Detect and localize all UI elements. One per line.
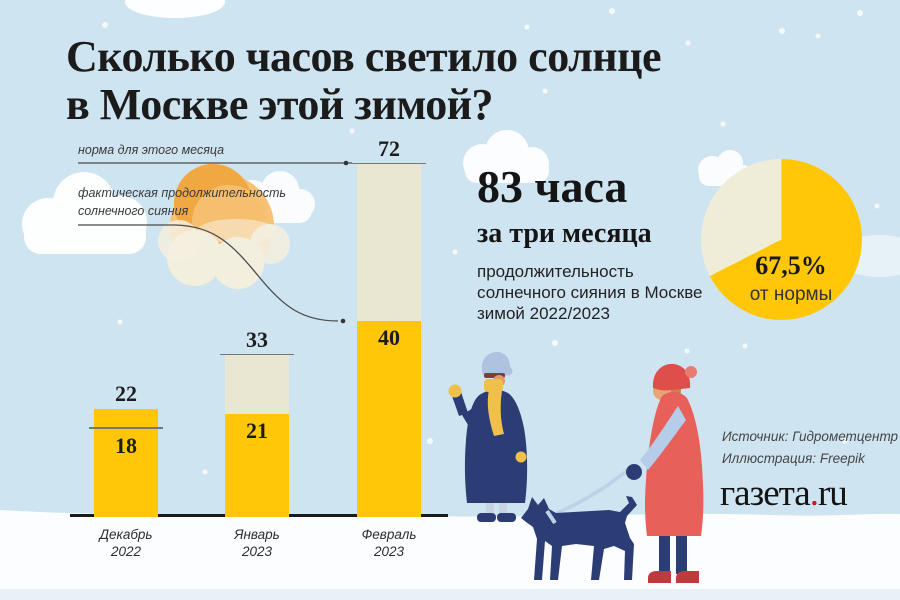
gazeta-ru-logo: газета.ru — [720, 472, 848, 515]
bar-value-label-top: 72 — [378, 136, 400, 162]
summary-stat-block: 83 часа за три месяца продолжительность … — [477, 164, 702, 324]
bar-actual-segment — [94, 409, 158, 517]
stat-description: продолжительность солнечного сияния в Мо… — [477, 261, 702, 324]
x-axis-label-year: 2023 — [241, 544, 273, 559]
pie-caption: от нормы — [749, 284, 833, 305]
x-axis-label-year: 2023 — [373, 544, 405, 559]
pie-percent-value: 67,5% — [755, 251, 827, 280]
page-title-line2: в Москве этой зимой? — [66, 80, 494, 129]
total-hours-headline: 83 часа — [477, 161, 628, 212]
legend-actual-label-line1: фактическая продолжительность — [78, 186, 286, 200]
bar-value-label-inner: 21 — [246, 418, 268, 444]
legend-actual-label-line2: солнечного сияния — [78, 204, 189, 218]
legend-norm-label: норма для этого месяца — [78, 143, 225, 157]
stat-description-line2: солнечного сияния в Москве — [477, 283, 703, 302]
bar-value-label-inner: 18 — [115, 432, 137, 458]
x-axis-label-month: Декабрь — [99, 527, 153, 542]
norm-level-line — [89, 427, 163, 429]
logo-dot: . — [809, 473, 819, 514]
norm-level-line — [352, 162, 426, 165]
illustration-credit: Иллюстрация: Freepik — [722, 451, 865, 466]
logo-tld: ru — [817, 473, 848, 514]
logo-name: газета — [720, 473, 811, 514]
page-title-line1: Сколько часов светило солнце — [66, 32, 662, 81]
stat-description-line1: продолжительность — [477, 262, 634, 281]
bar-value-label-inner: 40 — [378, 325, 400, 350]
x-axis-label-month: Февраль — [361, 527, 417, 542]
x-axis-label-month: Январь — [234, 527, 280, 542]
x-axis-label-year: 2022 — [110, 544, 142, 559]
page-title: Сколько часов светило солнце в Москве эт… — [66, 32, 662, 129]
bar-value-label-top: 33 — [246, 327, 268, 353]
total-hours-subhead: за три месяца — [477, 218, 652, 249]
source-credit: Источник: Гидрометцентр — [722, 429, 899, 444]
bar-actual-segment — [357, 321, 421, 517]
norm-level-line — [220, 353, 294, 356]
bar-value-label-top: 22 — [115, 381, 137, 407]
stat-description-line3: зимой 2022/2023 — [477, 304, 611, 323]
bar-actual-segment — [225, 414, 289, 517]
